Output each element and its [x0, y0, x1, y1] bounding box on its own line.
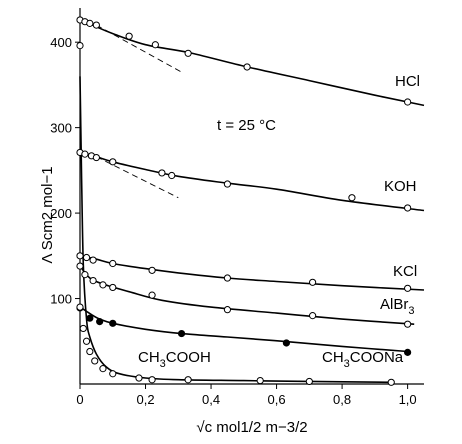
- data-point-ch3cooh: [184, 376, 192, 384]
- data-point-ch3cooh: [109, 370, 117, 378]
- curve-hcl: [79, 20, 425, 107]
- data-point-ch3cooh: [305, 377, 313, 386]
- curve-albr3: [79, 265, 415, 325]
- data-point-ch3cooh: [86, 347, 94, 356]
- data-point-ch3cooh: [79, 324, 87, 333]
- data-point-albr3: [404, 320, 412, 328]
- data-point-koh: [92, 153, 100, 162]
- data-point-hcl: [125, 32, 133, 40]
- x-tick-label: 0,6: [268, 392, 286, 407]
- data-point-ch3coona: [109, 319, 117, 327]
- series-label-kcl: KCl: [393, 263, 417, 280]
- data-point-koh: [348, 194, 356, 202]
- data-point-ch3coona: [86, 314, 94, 322]
- x-axis-label: √c mol1/2 m−3/2: [196, 419, 307, 436]
- data-point-hcl: [243, 63, 251, 71]
- data-point-albr3: [89, 277, 97, 285]
- series-points: [76, 16, 412, 386]
- data-point-koh: [404, 204, 412, 212]
- data-point-hcl: [151, 41, 159, 49]
- data-point-ch3cooh: [148, 376, 156, 384]
- x-tick-label: 0,8: [333, 392, 351, 407]
- tangent-line-hcl: [96, 24, 182, 73]
- data-point-ch3cooh: [82, 337, 91, 345]
- data-point-kcl: [223, 274, 232, 282]
- series-curves: [79, 20, 425, 384]
- data-point-koh: [168, 171, 176, 180]
- data-point-ch3cooh: [135, 374, 143, 382]
- data-point-kcl: [109, 259, 117, 268]
- data-point-ch3coona: [96, 318, 104, 326]
- data-point-albr3: [309, 312, 317, 320]
- data-point-hcl: [76, 42, 84, 50]
- data-point-albr3: [76, 262, 84, 270]
- series-label-hcl: HCl: [395, 73, 420, 90]
- y-tick-label: 400: [50, 35, 72, 50]
- tangent-line-koh: [96, 156, 179, 199]
- data-point-kcl: [76, 252, 84, 260]
- data-point-ch3coona: [282, 339, 290, 347]
- data-point-ch3cooh: [387, 378, 395, 386]
- curve-kcl: [79, 255, 425, 291]
- data-point-ch3coona: [404, 348, 412, 356]
- data-point-koh: [109, 158, 117, 166]
- data-point-albr3: [223, 306, 232, 314]
- data-point-hcl: [92, 21, 100, 29]
- curve-koh: [79, 151, 425, 212]
- series-label-ch3coona: CH3COONa: [322, 349, 404, 370]
- data-point-hcl: [404, 98, 412, 106]
- y-tick-label: 100: [50, 292, 72, 307]
- data-point-koh: [158, 169, 166, 177]
- data-point-kcl: [89, 256, 97, 264]
- x-tick-label: 0: [76, 392, 83, 407]
- data-point-albr3: [148, 291, 156, 299]
- data-point-ch3coona: [177, 329, 186, 338]
- data-point-hcl: [184, 49, 192, 57]
- x-tick-label: 1,0: [399, 392, 417, 407]
- data-point-albr3: [99, 281, 107, 289]
- data-point-albr3: [109, 283, 117, 292]
- series-labels: HCl KOH KCl AlBr3 CH3COONa CH3COOH: [138, 73, 420, 370]
- x-tick-label: 0,2: [136, 392, 154, 407]
- data-point-ch3cooh: [256, 376, 264, 385]
- curve-ch3coona: [79, 306, 408, 353]
- annotation-temperature: t = 25 °C: [217, 117, 276, 134]
- data-point-kcl: [82, 253, 91, 262]
- y-tick-label: 200: [50, 206, 72, 221]
- data-point-kcl: [404, 284, 412, 292]
- data-point-koh: [81, 150, 89, 158]
- curve-ch3cooh: [79, 76, 392, 384]
- data-point-ch3cooh: [91, 357, 99, 365]
- data-point-kcl: [309, 278, 317, 286]
- series-label-albr3: AlBr3: [380, 296, 414, 317]
- data-point-koh: [223, 180, 232, 188]
- data-point-ch3cooh: [99, 365, 107, 373]
- tangent-lines: [96, 24, 182, 199]
- series-label-ch3cooh: CH3COOH: [138, 349, 211, 370]
- data-point-hcl: [86, 19, 94, 27]
- svg-text:Λ Scm2 mol−1: Λ Scm2 mol−1: [39, 166, 56, 263]
- y-tick-label: 300: [50, 121, 72, 136]
- series-label-koh: KOH: [384, 178, 417, 195]
- data-point-albr3: [81, 271, 89, 279]
- axes: 0 0,2 0,4 0,6 0,8 1,0 100 200 300 400: [50, 8, 424, 407]
- x-tick-label: 0,4: [202, 392, 220, 407]
- data-point-ch3cooh: [76, 303, 84, 311]
- data-point-kcl: [148, 266, 156, 274]
- y-axis-label: Λ Scm2 mol−1: [39, 166, 56, 263]
